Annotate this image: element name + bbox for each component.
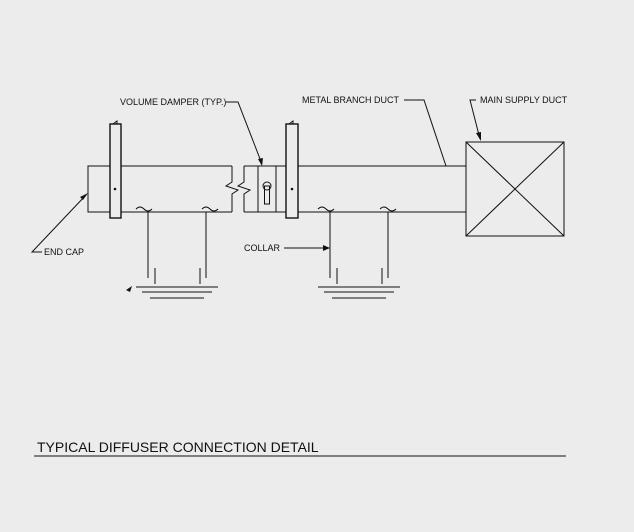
volume-damper-leader (226, 101, 263, 165)
volume-damper-label: VOLUME DAMPER (TYP.) (120, 97, 226, 107)
right-flange-bolt (290, 187, 294, 191)
left-flange-bolt (113, 187, 117, 191)
left-duct-section (87, 120, 240, 299)
right-flange (285, 123, 299, 219)
end-cap-leader (30, 194, 87, 253)
right-break-line (236, 166, 252, 212)
main-supply-duct-box (465, 141, 565, 237)
end-cap-label: END CAP (44, 247, 84, 257)
left-break-line (224, 166, 240, 212)
metal-branch-duct-label: METAL BRANCH DUCT (302, 95, 400, 105)
volume-damper (262, 181, 272, 205)
right-duct-section (236, 120, 466, 299)
left-flange (109, 123, 122, 219)
drawing-title: TYPICAL DIFFUSER CONNECTION DETAIL (37, 439, 319, 455)
collar-label: COLLAR (244, 243, 281, 253)
leaders (30, 99, 481, 253)
end-cap (87, 165, 111, 213)
main-supply-duct-leader (469, 99, 481, 140)
metal-branch-duct-leader (404, 99, 447, 167)
main-supply-duct-label: MAIN SUPPLY DUCT (480, 95, 568, 105)
